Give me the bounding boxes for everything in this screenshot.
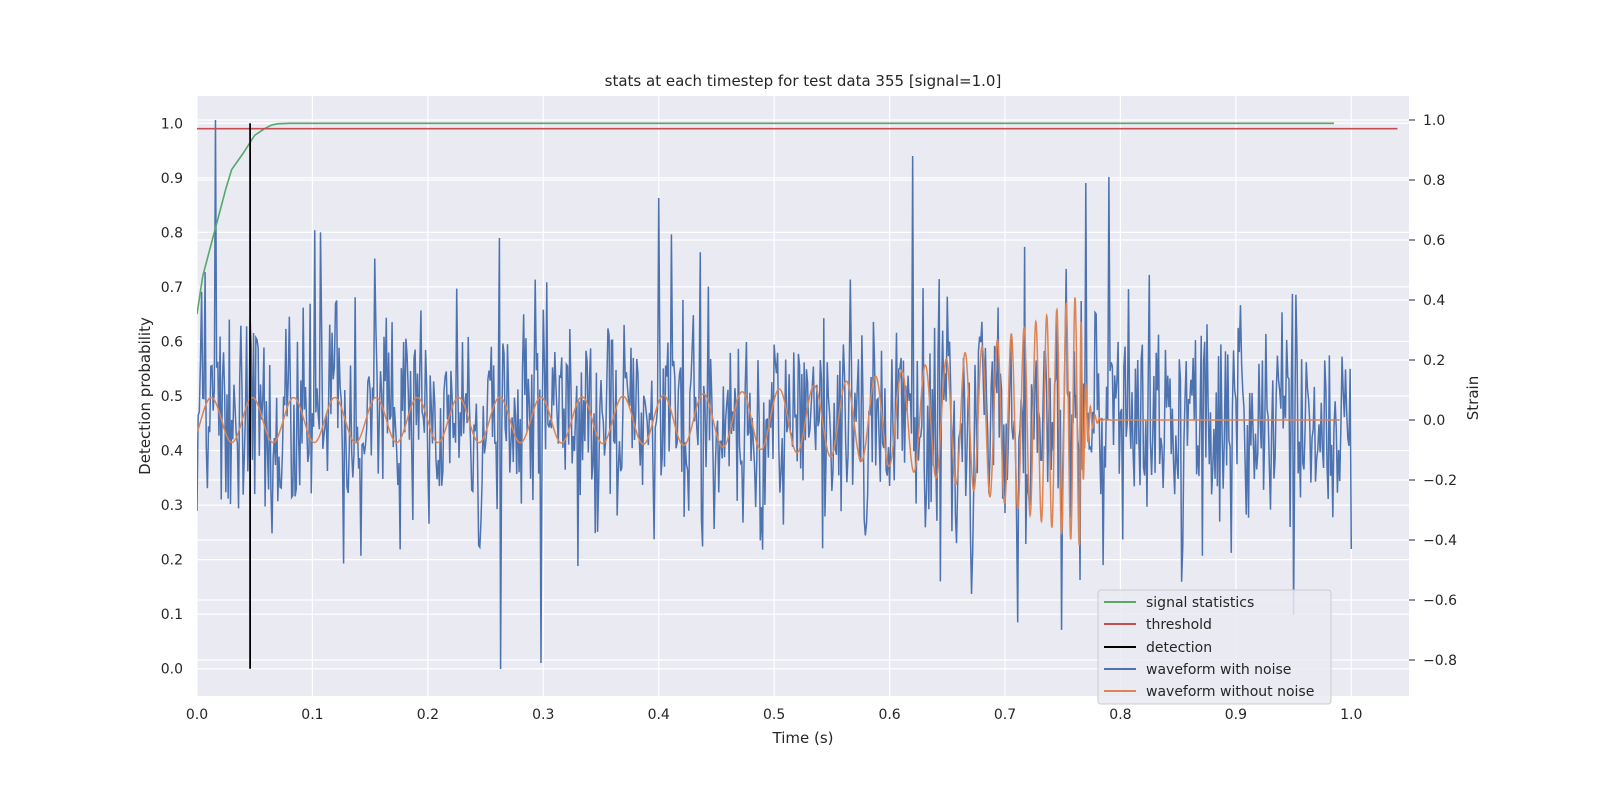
y2-tick-label: −0.6 bbox=[1423, 593, 1457, 609]
y2-tick-label: 0.2 bbox=[1423, 353, 1445, 369]
x-tick-label: 0.1 bbox=[301, 707, 323, 723]
legend: signal statistics threshold detection wa… bbox=[1097, 589, 1332, 705]
y-tick-label: 1.0 bbox=[161, 116, 183, 132]
x-tick-label: 0.0 bbox=[186, 707, 208, 723]
y2-tick-label: 0.0 bbox=[1423, 413, 1445, 429]
x-tick-label: 0.2 bbox=[417, 707, 439, 723]
x-tick-label: 0.4 bbox=[648, 707, 670, 723]
y-tick-label: 0.9 bbox=[161, 171, 183, 187]
x-tick-label: 0.7 bbox=[994, 707, 1016, 723]
legend-label-waveform-with-noise: waveform with noise bbox=[1146, 662, 1291, 678]
y-tick-label: 0.7 bbox=[161, 280, 183, 296]
x-tick-label: 1.0 bbox=[1340, 707, 1362, 723]
series-signal-statistics bbox=[197, 122, 1334, 315]
y-tick-label: 0.6 bbox=[161, 334, 183, 350]
x-tick-label: 0.6 bbox=[878, 707, 900, 723]
y2-tick-label: 0.6 bbox=[1423, 233, 1445, 249]
legend-label-detection: detection bbox=[1146, 640, 1212, 656]
y2-tick-label: −0.8 bbox=[1423, 653, 1457, 669]
x-tick-labels: 0.0 0.1 0.2 0.3 0.4 0.5 0.6 0.7 0.8 0.9 1.0 bbox=[186, 707, 1363, 723]
x-tick-label: 0.5 bbox=[763, 707, 785, 723]
y-tick-labels: 0.0 0.1 0.2 0.3 0.4 0.5 0.6 0.7 0.8 0.9 1.0 bbox=[161, 116, 183, 677]
x-tick-label: 0.3 bbox=[532, 707, 554, 723]
y-tick-label: 0.3 bbox=[161, 498, 183, 514]
x-tick-label: 0.9 bbox=[1225, 707, 1247, 723]
legend-box bbox=[1097, 589, 1332, 705]
y2-tick-label: −0.2 bbox=[1423, 473, 1457, 489]
y2-tick-label: 0.8 bbox=[1423, 173, 1445, 189]
legend-label-waveform-without-noise: waveform without noise bbox=[1146, 684, 1314, 700]
y-tick-label: 0.0 bbox=[161, 662, 183, 678]
y2-tick-label: −0.4 bbox=[1423, 533, 1457, 549]
series-waveform-without-noise bbox=[197, 296, 1340, 546]
x-tick-label: 0.8 bbox=[1109, 707, 1131, 723]
y-tick-label: 0.4 bbox=[161, 444, 183, 460]
y2-tick-label: 1.0 bbox=[1423, 113, 1445, 129]
legend-label-signal-statistics: signal statistics bbox=[1146, 595, 1254, 611]
x-axis-label: Time (s) bbox=[772, 729, 834, 747]
y-tick-label: 0.1 bbox=[161, 607, 183, 623]
series-waveform-with-noise bbox=[197, 119, 1353, 670]
chart-title: stats at each timestep for test data 355… bbox=[605, 72, 1002, 90]
y-tick-label: 0.5 bbox=[161, 389, 183, 405]
y-tick-label: 0.2 bbox=[161, 553, 183, 569]
y2-tick-labels: −0.8 −0.6 −0.4 −0.2 0.0 0.2 0.4 0.6 0.8 1.0 bbox=[1409, 113, 1457, 669]
legend-label-threshold: threshold bbox=[1146, 617, 1212, 633]
y-axis-label: Detection probability bbox=[136, 317, 154, 475]
y2-tick-label: 0.4 bbox=[1423, 293, 1445, 309]
y2-axis-label: Strain bbox=[1464, 376, 1482, 420]
series-layer bbox=[197, 119, 1398, 670]
y-tick-label: 0.8 bbox=[161, 225, 183, 241]
